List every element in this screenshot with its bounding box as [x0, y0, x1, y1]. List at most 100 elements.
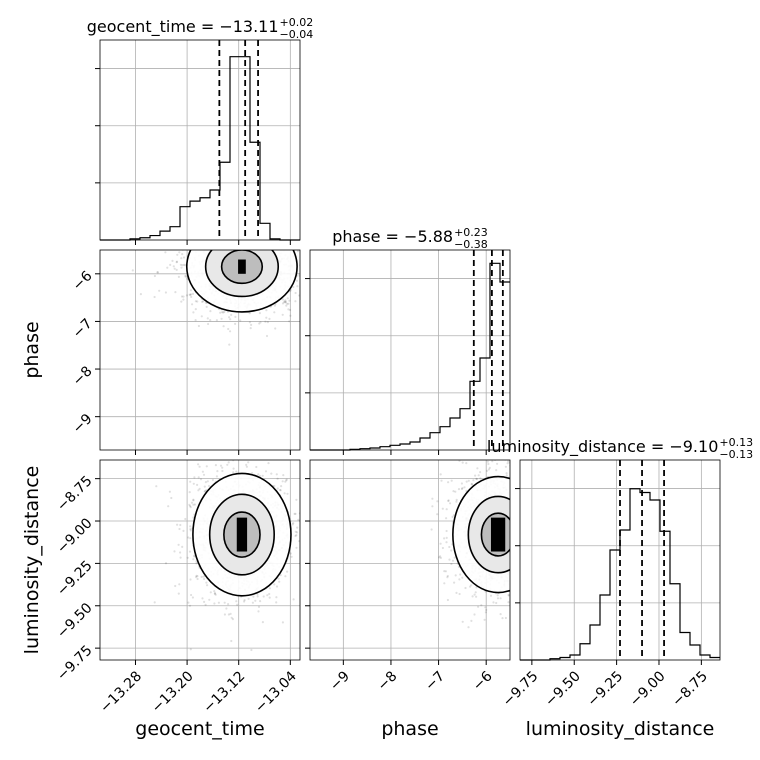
scatter-point [512, 539, 514, 541]
scatter-point [303, 251, 305, 253]
scatter-point [261, 621, 264, 624]
scatter-point [451, 515, 454, 519]
scatter-point [515, 535, 517, 537]
scatter-point [268, 592, 271, 596]
scatter-point [254, 243, 256, 245]
scatter-point [277, 577, 280, 580]
scatter-point [438, 556, 441, 559]
scatter-point [268, 587, 271, 590]
scatter-point [296, 244, 298, 246]
scatter-point [264, 243, 266, 245]
scatter-point [518, 508, 520, 510]
scatter-point [281, 313, 284, 316]
scatter-point [245, 463, 248, 466]
scatter-point [446, 598, 449, 602]
scatter-point [492, 601, 495, 604]
scatter-point [179, 263, 182, 266]
scatter-point [243, 241, 245, 243]
x-tick-label: −13.28 [97, 668, 145, 716]
scatter-point [250, 244, 252, 246]
scatter-point [178, 527, 181, 531]
scatter-point [516, 549, 518, 551]
scatter-point [181, 264, 184, 267]
scatter-point [202, 457, 204, 459]
scatter-point [446, 576, 449, 579]
scatter-point [265, 243, 267, 245]
scatter-point [189, 293, 193, 296]
scatter-point [447, 499, 450, 502]
hist-title-phase: phase = −5.88 +0.23−0.38 [332, 226, 488, 251]
scatter-point [285, 479, 288, 482]
scatter-point [248, 246, 250, 248]
scatter-point [517, 533, 519, 535]
scatter-point [471, 595, 474, 598]
hist-outline [520, 488, 720, 661]
scatter-point [205, 465, 208, 468]
scatter-point [512, 536, 514, 538]
scatter-point [511, 490, 513, 492]
scatter-point [281, 244, 283, 246]
scatter-point [474, 591, 477, 594]
scatter-point [254, 244, 256, 246]
scatter-point [289, 308, 292, 312]
scatter-point [511, 563, 513, 565]
scatter-point [196, 575, 199, 578]
scatter-point [225, 607, 228, 610]
scatter-point [293, 246, 295, 248]
x-tick-label: −13.20 [149, 668, 197, 716]
scatter-point [305, 289, 307, 291]
scatter-point [173, 550, 176, 553]
scatter-point [190, 501, 194, 504]
hist2d-frame [309, 459, 511, 661]
scatter-point [512, 557, 514, 559]
scatter-point [204, 243, 206, 245]
scatter-point [179, 551, 182, 554]
scatter-point [234, 315, 237, 318]
hist-panel-bg [100, 40, 300, 240]
scatter-point [512, 567, 514, 569]
scatter-point [230, 313, 233, 316]
scatter-point [499, 597, 502, 600]
scatter-point [279, 488, 282, 492]
scatter-point [516, 561, 518, 563]
scatter-point [447, 499, 450, 503]
scatter-point [479, 471, 482, 474]
scatter-point [511, 588, 513, 590]
scatter-point [447, 481, 450, 484]
scatter-point [444, 570, 447, 573]
scatter-point [441, 546, 444, 550]
scatter-point [211, 248, 213, 250]
scatter-point [232, 456, 234, 458]
scatter-point [513, 548, 515, 550]
scatter-point [450, 562, 453, 566]
scatter-point [200, 575, 203, 579]
scatter-point [158, 289, 161, 292]
scatter-point [220, 242, 222, 244]
scatter-point [223, 613, 226, 616]
scatter-point [458, 578, 461, 581]
scatter-point [293, 512, 296, 516]
scatter-point [485, 469, 489, 472]
scatter-point [232, 242, 234, 244]
scatter-point [267, 462, 270, 465]
scatter-point [187, 601, 190, 604]
scatter-point [516, 463, 518, 465]
scatter-point [501, 617, 504, 620]
scatter-point [512, 555, 514, 557]
scatter-point [196, 483, 199, 486]
scatter-point [254, 599, 257, 602]
scatter-point [450, 479, 453, 482]
scatter-point [482, 451, 484, 453]
scatter-point [513, 514, 515, 516]
scatter-point [295, 531, 299, 534]
scatter-point [446, 574, 449, 578]
scatter-point [504, 465, 507, 468]
scatter-point [516, 493, 518, 495]
scatter-point [211, 478, 214, 482]
scatter-point [302, 294, 304, 296]
scatter-point [489, 594, 493, 597]
scatter-point [213, 592, 216, 596]
scatter-point [292, 598, 295, 601]
scatter-point [273, 311, 276, 314]
scatter-point [178, 583, 181, 586]
